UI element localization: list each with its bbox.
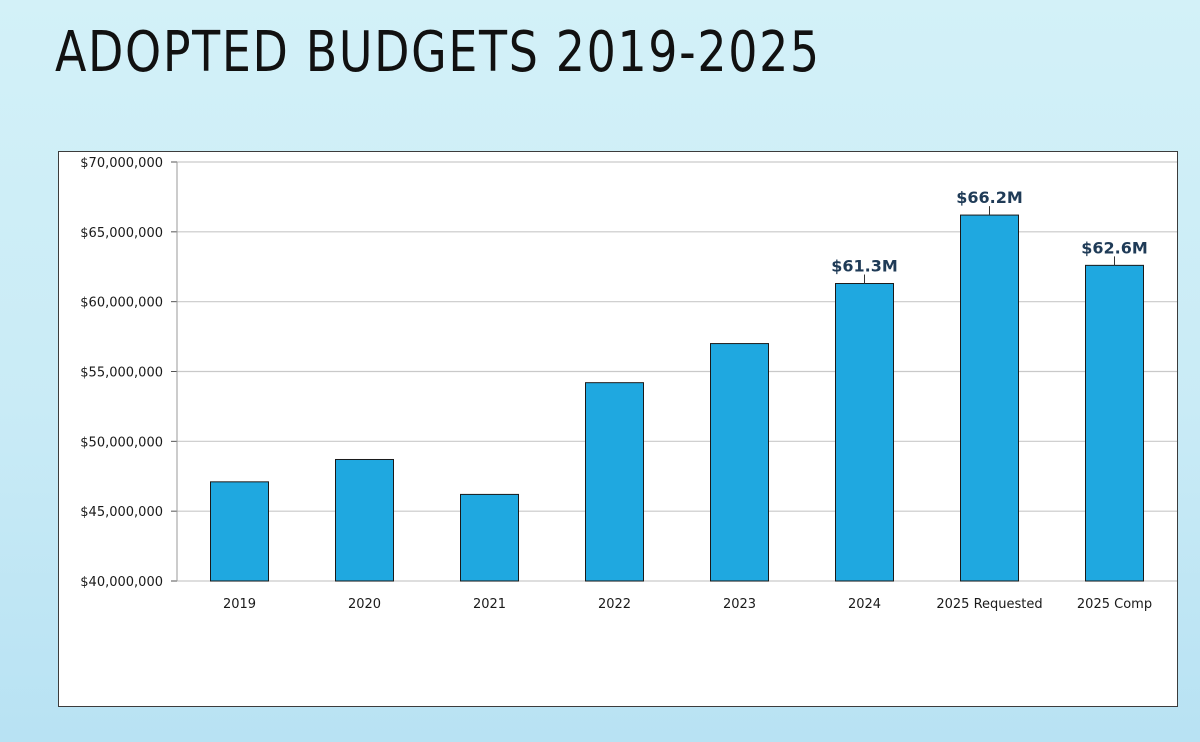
y-tick-label-1: $45,000,000 [80,505,163,520]
x-tick-label-2: 2021 [473,597,506,612]
data-label-7: $62.6M [1081,238,1148,257]
bar-2019 [210,481,269,582]
bar-2025-comp [1085,264,1144,582]
bar-2022 [585,382,644,582]
x-tick-label-7: 2025 Comp [1077,597,1152,612]
bar-2021 [460,493,519,582]
bar-2024 [835,283,894,582]
chart-frame: $40,000,000 $45,000,000 $50,000,000 $55,000… [58,151,1178,707]
slide-title: ADOPTED BUDGETS 2019-2025 [55,20,821,85]
bar-2025-requested [960,214,1019,582]
bar-chart: $40,000,000 $45,000,000 $50,000,000 $55,000… [80,156,1177,612]
x-tick-label-0: 2019 [223,597,256,612]
x-tick-label-3: 2022 [598,597,631,612]
x-tick-label-4: 2023 [723,597,756,612]
x-tick-label-6: 2025 Requested [936,597,1042,612]
y-tick-label-3: $55,000,000 [80,366,163,381]
y-tick-label-4: $60,000,000 [80,296,163,311]
bar-2023 [710,343,769,582]
y-tick-label-5: $65,000,000 [80,226,163,241]
data-label-5: $61.3M [831,257,898,276]
x-tick-label-5: 2024 [848,597,881,612]
y-tick-label-6: $70,000,000 [80,156,163,171]
y-tick-label-2: $50,000,000 [80,435,163,450]
y-tick-label-0: $40,000,000 [80,575,163,590]
data-label-6: $66.2M [956,188,1023,207]
bar-2020 [335,458,394,582]
x-tick-label-1: 2020 [348,597,381,612]
